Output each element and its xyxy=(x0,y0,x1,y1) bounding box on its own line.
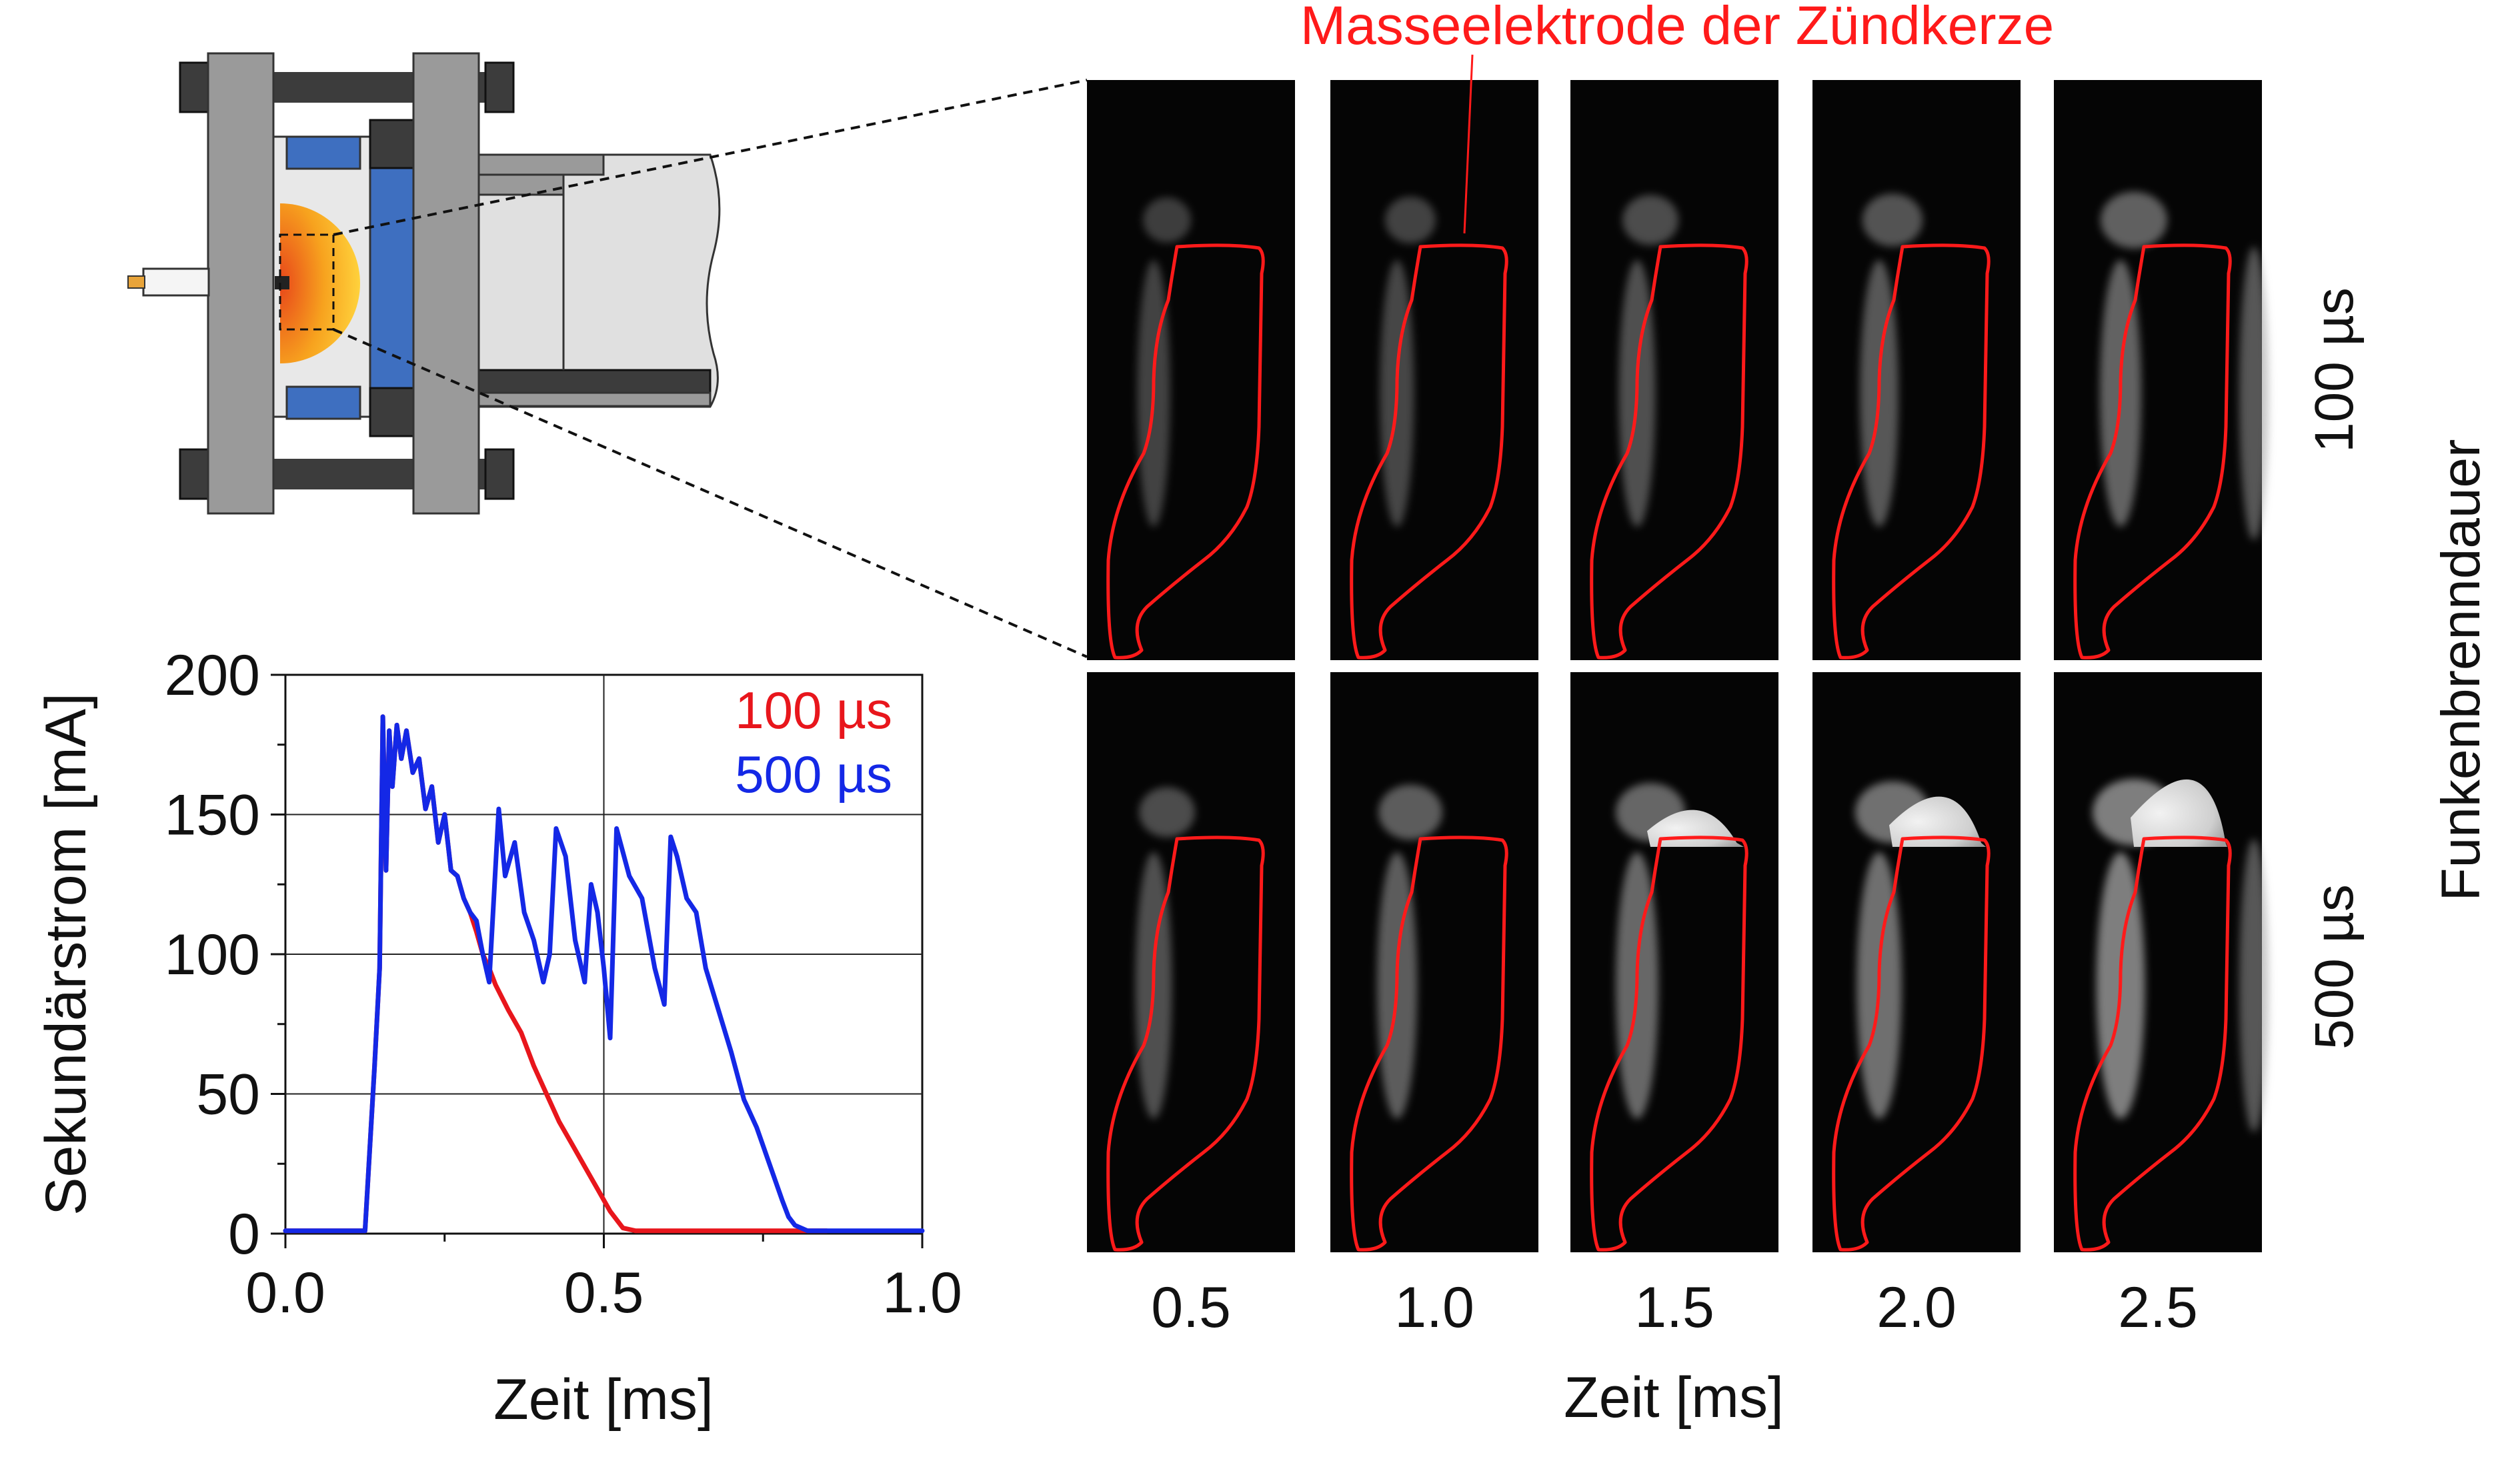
spark-plug-tip xyxy=(127,275,145,289)
zoom-region xyxy=(279,233,335,331)
frame-time-labels: 0.5 1.0 1.5 2.0 2.5 xyxy=(1151,1276,2198,1340)
flame-top-glow xyxy=(1139,787,1195,838)
tile-background xyxy=(2054,80,2262,660)
y-tick-label: 0 xyxy=(228,1202,260,1266)
flame-kernel xyxy=(280,203,360,363)
y-tick-label: 100 xyxy=(165,923,261,987)
image-tile-r1-c1 xyxy=(1087,80,1295,660)
clamp-top xyxy=(369,119,415,169)
bolt-head-bottom-left xyxy=(179,448,209,500)
electrode-outline xyxy=(2073,243,2232,659)
chart-ticks: 0 50 100 150 200 0.0 0.5 1.0 xyxy=(165,643,962,1325)
tile-background xyxy=(1570,672,1778,1252)
flame-top-glow xyxy=(1143,197,1191,243)
image-tile-r2-c4 xyxy=(1812,672,2021,1252)
y-tick-label: 50 xyxy=(196,1063,260,1127)
electrode-outline xyxy=(1106,836,1265,1252)
electrode-outline xyxy=(1832,243,1991,659)
flame-top-glow xyxy=(1622,195,1678,245)
image-tile-r2-c1 xyxy=(1087,672,1295,1252)
frame-time-label: 2.0 xyxy=(1876,1276,1957,1340)
tile-background xyxy=(1087,80,1295,660)
electrode-outline xyxy=(1590,836,1748,1252)
image-tile-r1-c2 xyxy=(1330,80,1538,660)
row-label-500us: 500 µs xyxy=(2304,884,2365,1050)
frame-time-label: 1.5 xyxy=(1634,1276,1714,1340)
series-line-500us xyxy=(283,714,925,1234)
flame-top-glow xyxy=(2101,191,2167,249)
image-tile-r1-c5 xyxy=(2054,80,2269,660)
electrode-outline xyxy=(1350,243,1508,659)
bolt-head-top-left xyxy=(179,61,209,113)
x-tick-label: 1.0 xyxy=(882,1261,962,1325)
spark-plug-body xyxy=(142,267,210,297)
image-tile-r2-c2 xyxy=(1330,672,1538,1252)
edge-glow xyxy=(2239,839,2269,1132)
electrode-outline xyxy=(1832,836,1991,1252)
frame-pillar-right xyxy=(412,52,480,515)
image-grid xyxy=(1087,80,2269,1252)
flame-top-glow xyxy=(1385,197,1436,243)
electrode-outline xyxy=(1350,836,1508,1252)
x-tick-label: 0.5 xyxy=(564,1261,644,1325)
window-bottom xyxy=(285,385,361,420)
zoom-line-upper xyxy=(333,79,1088,236)
edge-glow xyxy=(2239,247,2269,540)
tile-background xyxy=(1570,80,1778,660)
bolt-head-top-right xyxy=(484,61,515,113)
tile-background xyxy=(1812,672,2021,1252)
clamp-bottom xyxy=(369,387,415,437)
image-tile-r2-c3 xyxy=(1570,672,1778,1252)
electrode-outline xyxy=(1106,243,1265,659)
x-tick-label: 0.0 xyxy=(245,1261,325,1325)
flame-plume xyxy=(1889,796,1986,847)
image-tile-r2-c5 xyxy=(2054,672,2269,1252)
image-tile-r1-c3 xyxy=(1570,80,1778,660)
tile-background xyxy=(1330,672,1538,1252)
annotation-label: Masseelektrode der Zündkerze xyxy=(1300,0,2054,56)
legend-entry-500us: 500 µs xyxy=(735,745,892,804)
frame-pillar-left xyxy=(207,52,275,515)
y-tick-label: 200 xyxy=(165,643,261,707)
side-label-funkenbrenndauer: Funkenbrenndauer xyxy=(2431,439,2491,902)
frame-time-label: 0.5 xyxy=(1151,1276,1231,1340)
annotation-leader xyxy=(1463,54,1474,234)
window-top xyxy=(285,135,361,170)
flame-plume xyxy=(2131,779,2227,847)
y-axis-label: Sekundärstrom [mA] xyxy=(34,693,98,1216)
flame-top-glow xyxy=(1378,784,1442,840)
legend-entry-100us: 100 µs xyxy=(735,681,892,740)
spark-electrode xyxy=(275,276,289,289)
y-tick-label: 150 xyxy=(165,784,261,848)
zoom-line-lower xyxy=(333,328,1088,658)
x-axis-label: Zeit [ms] xyxy=(493,1368,714,1432)
tile-background xyxy=(1330,80,1538,660)
tile-background xyxy=(1812,80,2021,660)
frame-time-label: 2.5 xyxy=(2118,1276,2198,1340)
electrode-outline xyxy=(1590,243,1748,659)
flame-top-glow xyxy=(1862,193,1923,247)
image-grid-time-axis-label: Zeit [ms] xyxy=(1564,1366,1784,1430)
chart-series xyxy=(283,714,925,1234)
row-label-100us: 100 µs xyxy=(2304,287,2365,453)
tile-background xyxy=(2054,672,2262,1252)
tile-background xyxy=(1087,672,1295,1252)
bolt-head-bottom-right xyxy=(484,448,515,500)
image-tile-r1-c4 xyxy=(1812,80,2021,660)
combustion-chamber-schematic xyxy=(127,52,721,515)
frame-time-label: 1.0 xyxy=(1394,1276,1474,1340)
electrode-outline xyxy=(2073,836,2232,1252)
